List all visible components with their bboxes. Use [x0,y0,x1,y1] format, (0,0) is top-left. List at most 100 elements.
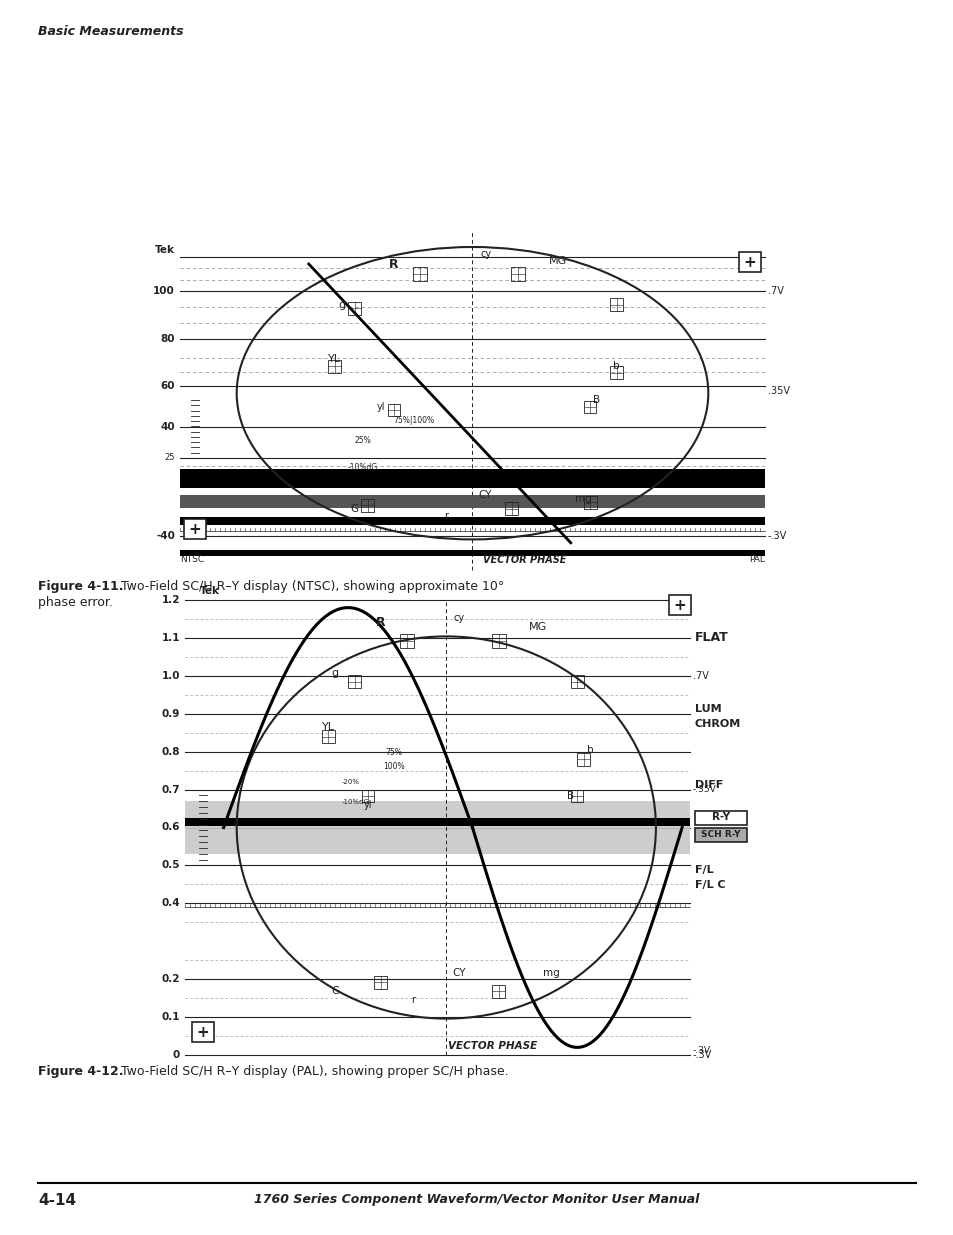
Text: NTSC: NTSC [180,556,204,564]
Text: R-Y: R-Y [711,813,729,823]
Text: VECTOR PHASE: VECTOR PHASE [483,555,566,564]
Bar [145,600,800,1055]
Text: phase error.: phase error. [38,597,112,609]
Bar [348,676,361,688]
Bar [399,634,414,648]
Bar [695,827,746,841]
Bar [180,495,764,508]
Text: b: b [613,361,619,370]
Text: 1.0: 1.0 [161,671,180,680]
Text: -.3V: -.3V [692,1050,712,1060]
Bar [184,519,206,540]
Text: +: + [673,598,685,613]
Text: VECTOR PHASE: VECTOR PHASE [447,1041,537,1051]
Text: G: G [331,987,338,997]
Text: 1.1: 1.1 [161,632,180,643]
Text: mg: mg [542,968,558,978]
Bar [192,1023,213,1042]
Text: +: + [196,1025,209,1040]
Text: F/L C: F/L C [695,881,725,890]
Text: B: B [593,395,599,405]
Text: Figure 4-11.: Figure 4-11. [38,580,123,593]
Text: cy: cy [454,614,464,624]
Bar [328,359,341,373]
Text: CY: CY [478,490,492,500]
Bar [180,517,764,525]
Text: 4-14: 4-14 [38,1193,76,1208]
Bar [511,267,525,282]
Bar [180,550,764,557]
Text: 0.1: 0.1 [161,1013,180,1023]
Text: 1.2: 1.2 [161,595,180,605]
Text: Tek: Tek [200,585,220,597]
Text: 60: 60 [160,382,174,391]
Bar [505,503,517,515]
Text: -.3V: -.3V [692,1046,710,1055]
Text: Basic Measurements: Basic Measurements [38,25,183,38]
Text: 40: 40 [160,422,174,432]
Text: SCH R-Y: SCH R-Y [700,830,740,839]
Text: B: B [567,790,574,800]
Bar [185,818,689,826]
Text: R: R [389,258,398,270]
Bar [739,252,760,272]
Bar [570,676,583,688]
Text: YL: YL [321,722,335,732]
Text: MG: MG [548,256,566,266]
Bar [668,595,690,615]
Text: -.3V: -.3V [767,531,786,541]
Text: -10%dG: -10%dG [348,463,378,473]
Text: g: g [337,300,345,310]
Text: yl: yl [376,401,385,411]
Text: 0.2: 0.2 [161,974,180,984]
Text: YL: YL [328,354,341,364]
Text: -10%dG: -10%dG [341,799,369,805]
Text: 80: 80 [160,333,174,343]
Bar [610,367,622,379]
Bar [180,469,764,488]
Text: 100%: 100% [383,762,404,771]
Text: 25%: 25% [355,436,371,446]
Text: 0: 0 [172,1050,180,1060]
Text: DIFF: DIFF [695,779,722,789]
Bar [321,730,335,743]
Text: 25: 25 [164,453,174,462]
Text: R: R [375,616,385,630]
Text: +: + [189,521,201,537]
Text: LUM: LUM [695,704,720,714]
Bar [388,404,399,416]
Text: PAL: PAL [748,556,764,564]
Text: b: b [586,745,593,755]
Text: r: r [411,995,416,1005]
Bar [374,976,387,989]
Text: -.35V: -.35V [692,785,716,794]
Bar [413,267,427,282]
Bar [583,495,597,509]
Text: -20%: -20% [341,779,359,785]
Bar [610,299,622,311]
Text: 0.5: 0.5 [161,861,180,871]
Text: 0.9: 0.9 [161,709,180,719]
Text: G: G [350,504,358,514]
Text: 75%: 75% [385,748,402,757]
Text: g: g [331,668,338,678]
Text: cy: cy [479,248,491,259]
Bar [145,230,800,571]
Text: CY: CY [452,968,466,978]
Text: .7V: .7V [767,287,783,296]
Text: 75%|100%: 75%|100% [393,416,434,425]
Text: +: + [742,254,756,269]
Bar [361,499,374,511]
Text: CHROM: CHROM [695,719,740,729]
Bar [571,789,582,802]
Text: Figure 4-12.: Figure 4-12. [38,1065,123,1078]
Text: F/L: F/L [695,866,713,876]
Text: .35V: .35V [767,387,789,396]
Bar [491,634,505,648]
Text: Tek: Tek [154,246,174,256]
Text: mg: mg [575,494,592,504]
Bar [577,753,590,766]
Bar [361,789,374,802]
Text: 0.6: 0.6 [161,823,180,832]
Bar [185,802,689,855]
